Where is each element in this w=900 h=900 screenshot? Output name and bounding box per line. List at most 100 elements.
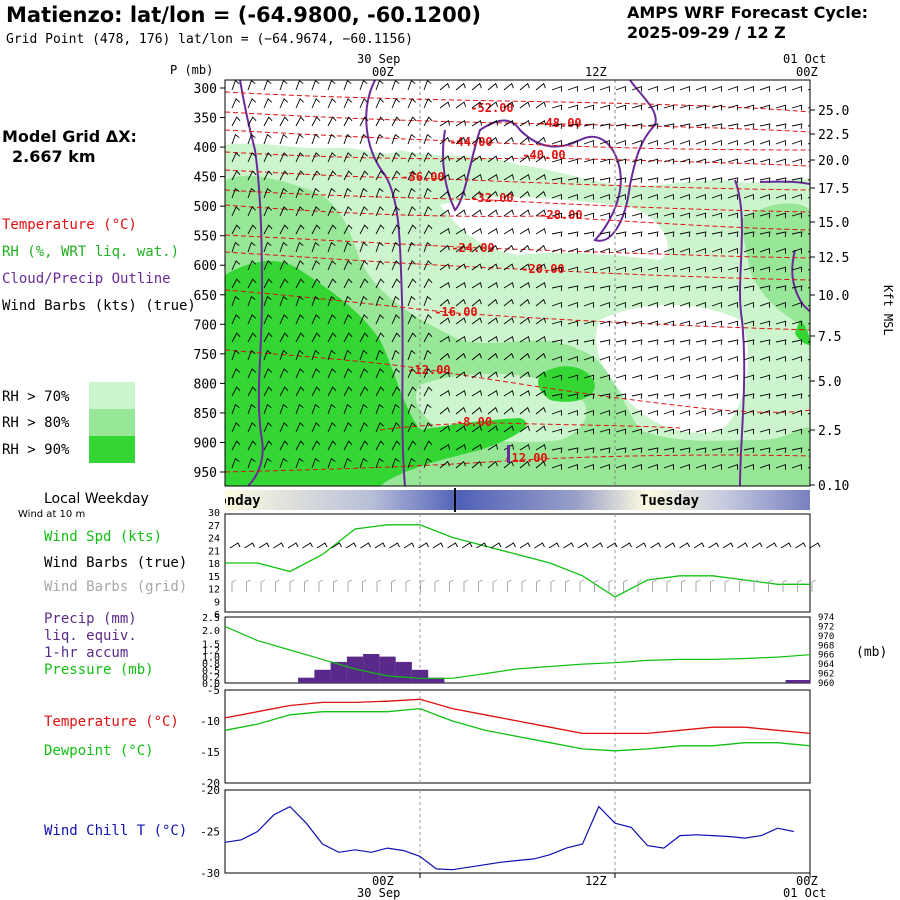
legend-rh90: RH > 90% <box>2 442 70 458</box>
precip-label-accum: 1-hr accum <box>44 645 129 661</box>
wind-barb <box>471 136 482 145</box>
wind-barb <box>567 193 578 200</box>
height-tick-label: 20.0 <box>818 154 849 169</box>
wind-barb-true <box>664 542 676 549</box>
wind-barb <box>727 212 739 219</box>
wind-barb <box>391 206 401 217</box>
wind-barb <box>311 440 321 451</box>
wind-barb <box>471 101 483 109</box>
wind-barb <box>455 425 467 433</box>
wind-barb <box>727 355 738 362</box>
wind-barb <box>455 101 467 109</box>
pressure-tick-label: 960 <box>818 679 834 689</box>
wind-barb <box>343 152 353 163</box>
precip-label: Precip (mm) <box>44 611 137 627</box>
wind-barb <box>279 224 289 235</box>
wind-barb <box>263 457 272 469</box>
wind-barb <box>519 317 531 325</box>
wind-barb <box>471 371 483 379</box>
wind-barb <box>663 301 674 308</box>
wind-barb <box>487 155 499 163</box>
wind-barb <box>535 371 547 379</box>
wind-barb <box>663 447 675 453</box>
wind-speed-line <box>225 524 810 598</box>
wind-barb <box>519 352 530 361</box>
wind-barb <box>231 386 241 397</box>
wind-barb-true <box>374 542 386 549</box>
wind-barb <box>727 320 739 327</box>
bottom-end-date-label: 01 Oct <box>783 886 826 900</box>
wind-barb <box>279 170 289 181</box>
wind-barb <box>423 457 432 469</box>
wind-barb <box>695 463 706 470</box>
wind-speed-tick-label: 27 <box>208 521 220 532</box>
wind-barb <box>487 406 498 415</box>
wind-barb <box>455 371 467 379</box>
wind-barb <box>391 278 401 289</box>
wind-barb <box>471 281 483 289</box>
wind-barb <box>295 241 304 253</box>
wind-barb <box>567 409 578 416</box>
wind-barb-grid <box>246 579 251 592</box>
wind-barb <box>759 428 771 435</box>
wind-barb <box>423 349 432 361</box>
temp-tick-label: -20 <box>200 777 220 790</box>
wind-barb <box>503 298 514 307</box>
wind-barb <box>247 403 256 415</box>
wind-barb-grid <box>579 579 585 592</box>
wind-barb-true <box>693 542 705 549</box>
precip-tick-label: 0.5 <box>202 666 220 677</box>
wind-barb <box>279 241 288 253</box>
wind-barb <box>359 260 369 271</box>
wind-barb <box>279 368 289 379</box>
wind-barb <box>551 374 563 381</box>
dewpoint-label: Dewpoint (°C) <box>44 743 154 759</box>
wind-barb <box>407 295 416 307</box>
wind-barb <box>455 298 466 307</box>
wind-barb <box>311 98 321 109</box>
wind-barb <box>455 209 467 217</box>
wind-barb <box>663 158 675 165</box>
wind-barb <box>279 349 288 361</box>
wind-barb <box>311 170 321 181</box>
cloud-outline-left <box>239 80 264 486</box>
wind-barb <box>327 260 337 271</box>
wind-barb-true <box>534 542 545 549</box>
wind-barb <box>663 320 675 327</box>
wind-barb <box>727 409 738 416</box>
pressure-tick-label: 750 <box>194 348 217 363</box>
wind-barb <box>455 443 467 451</box>
wind-barb <box>231 349 240 361</box>
wind-barb <box>583 409 594 416</box>
wind-barb <box>535 352 546 361</box>
wind-barb <box>439 173 451 181</box>
wind-barb <box>423 422 433 433</box>
wind-barb <box>599 374 611 381</box>
wind-barb <box>583 428 595 435</box>
wind-barb <box>775 447 787 453</box>
wind-barb <box>279 440 289 451</box>
wind-barb <box>471 317 483 325</box>
wind-barb <box>615 393 627 399</box>
wind-barb <box>663 463 674 470</box>
wind-barb <box>615 374 627 381</box>
wind-barb <box>375 295 384 307</box>
wind-barb <box>663 409 674 416</box>
wind-barb <box>551 247 562 254</box>
wind-barb <box>615 85 626 92</box>
wind-barb <box>727 428 739 435</box>
wind-barb <box>423 170 433 181</box>
wind-barb <box>759 339 771 345</box>
wind-barb-true <box>621 542 632 549</box>
wind-barb <box>599 320 611 327</box>
wind-barb <box>791 158 803 165</box>
wind-barb <box>551 177 563 183</box>
wind-barb-true <box>287 542 299 549</box>
wind-barb <box>743 85 754 92</box>
wind-speed-tick-label: 21 <box>208 546 220 557</box>
wind-barb <box>263 241 272 253</box>
wind-barb <box>663 85 674 92</box>
wind-barb <box>471 263 483 271</box>
wind-barb <box>647 247 658 254</box>
wind-barb <box>615 139 626 146</box>
